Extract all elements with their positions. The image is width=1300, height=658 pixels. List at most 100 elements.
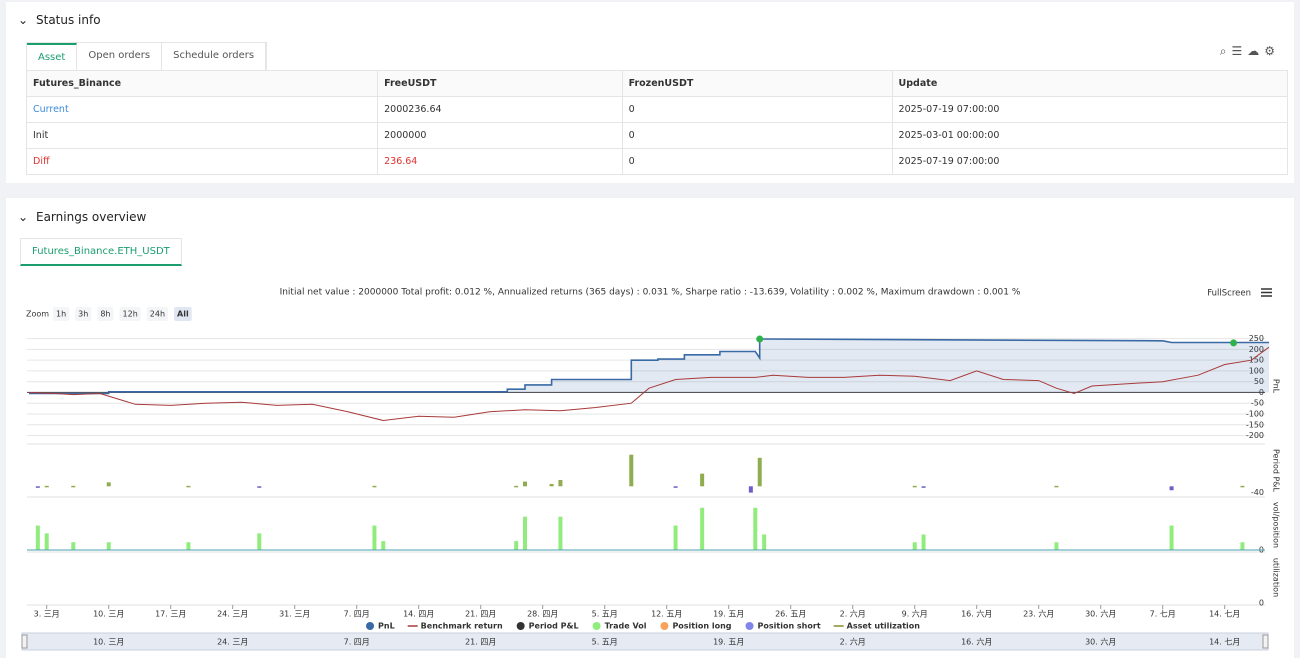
x-tick-label: 14. 七月 [1209, 610, 1240, 619]
y-axis-label: utilization [1272, 558, 1281, 597]
bar [1240, 485, 1245, 488]
x-tick-label: 12. 五月 [651, 610, 682, 619]
y-axis-label: Period P&L [1272, 449, 1281, 493]
zoom-button-bg[interactable] [53, 307, 70, 321]
legend-label[interactable]: Benchmark return [421, 622, 503, 631]
line [28, 346, 1270, 422]
legend-label[interactable]: Position long [672, 622, 731, 631]
x-tick-label: 14. 四月 [403, 610, 434, 619]
x-tick-label: 28. 四月 [527, 610, 558, 619]
legend-symbol [592, 622, 601, 630]
legend-label[interactable]: Trade Vol [605, 622, 647, 631]
tabs: Asset Open orders Schedule orders [26, 42, 268, 70]
x-tick-label: 2. 六月 [840, 609, 866, 619]
menu-icon[interactable] [1261, 288, 1272, 297]
bar [523, 481, 527, 487]
bar [1169, 525, 1174, 550]
bar [700, 507, 705, 550]
bar [186, 485, 191, 488]
bar [629, 454, 634, 487]
x-tick-label: 7. 四月 [344, 610, 370, 619]
zoom-button-bg[interactable] [119, 307, 141, 321]
y-tick-label: 150 [1249, 356, 1264, 365]
symbol-tab[interactable]: Futures_Binance.ETH_USDT [20, 238, 182, 266]
bar [106, 482, 111, 487]
chevron[interactable]: ⌄ [18, 210, 29, 224]
bar [186, 542, 191, 550]
zoom-button[interactable]: 3h [78, 310, 88, 319]
bar [1054, 485, 1059, 488]
navigator-label: 14. 七月 [1209, 638, 1240, 647]
bar [514, 541, 519, 550]
navigator[interactable] [21, 632, 1269, 651]
y-tick-label: -100 [1246, 410, 1264, 419]
bar [753, 507, 758, 550]
zoom-button[interactable]: All [177, 310, 189, 319]
y-tick-label: 50 [1254, 377, 1264, 386]
bar [71, 542, 76, 550]
bar [762, 534, 767, 550]
bar [1054, 542, 1059, 550]
navigator-label: 19. 五月 [713, 638, 744, 647]
zoom-button-bg[interactable] [174, 307, 192, 321]
tab[interactable]: Open orders [77, 43, 163, 70]
bar [549, 483, 554, 487]
legend-symbol [516, 622, 525, 630]
status-panel: ⌄ Status info Asset Open orders Schedule o… [6, 2, 1294, 183]
legend-label[interactable]: Asset utilization [847, 622, 921, 631]
zoom-button[interactable]: 8h [100, 310, 110, 319]
navigator-label: 10. 三月 [93, 638, 124, 647]
cell: 0 [621, 148, 893, 175]
navigator-label: 30. 六月 [1085, 637, 1116, 647]
zoom-button[interactable]: 24h [150, 310, 165, 319]
navigator-label: 16. 六月 [961, 637, 992, 647]
tab[interactable]: Schedule orders [162, 43, 267, 70]
navigator-handle[interactable] [1262, 634, 1269, 649]
zoom-button-bg[interactable] [75, 307, 92, 321]
header-cell: FrozenUSDT [621, 70, 893, 97]
x-tick-label: 5. 五月 [592, 610, 618, 619]
legend-label[interactable]: Position short [758, 622, 821, 631]
zoom-button-bg[interactable] [146, 307, 169, 321]
bar [44, 533, 49, 550]
zoom-button-bg[interactable] [97, 307, 114, 321]
toolbar-icons[interactable]: ⌕☰☁⚙ [1219, 44, 1280, 58]
y-axis-label: vol/position [1272, 502, 1281, 548]
navigator-handle[interactable] [21, 634, 28, 649]
bar [673, 486, 678, 488]
fullscreen-button[interactable]: FullScreen [1207, 289, 1251, 299]
cell: 2000236.64 [377, 96, 623, 123]
zoom-button[interactable]: 1h [56, 310, 66, 319]
y-tick-label: 0 [1259, 599, 1264, 608]
navigator-label: 24. 三月 [217, 638, 248, 647]
bar [514, 485, 519, 488]
bar [71, 485, 76, 488]
cell: 236.64 [377, 148, 623, 175]
bar [372, 485, 377, 488]
navigator-label: 2. 六月 [840, 637, 866, 647]
asset-table: Futures_Binance FreeUSDT FrozenUSDT Update C… [25, 70, 1289, 175]
tab[interactable]: Asset [27, 43, 78, 70]
legend-label[interactable]: PnL [378, 622, 395, 631]
earnings-panel: ⌄ Earnings overview Futures_Binance.ETH_… [6, 198, 1294, 658]
bar [700, 473, 705, 487]
bar [921, 486, 926, 488]
zoom-button[interactable]: 12h [123, 310, 138, 319]
bar [1169, 486, 1174, 491]
area [29, 339, 1269, 394]
bar [912, 485, 917, 488]
bar [757, 457, 762, 487]
status-title: Status info [36, 13, 101, 27]
earnings-title: Earnings overview [36, 210, 147, 224]
bar [748, 486, 753, 493]
chevron[interactable]: ⌄ [18, 13, 29, 27]
bar [673, 525, 678, 550]
legend-symbol [745, 622, 754, 630]
x-tick-label: 7. 七月 [1150, 610, 1176, 619]
bar [35, 525, 40, 550]
bar [257, 486, 262, 488]
navigator-label: 7. 四月 [344, 638, 370, 647]
legend-label[interactable]: Period P&L [529, 622, 579, 631]
